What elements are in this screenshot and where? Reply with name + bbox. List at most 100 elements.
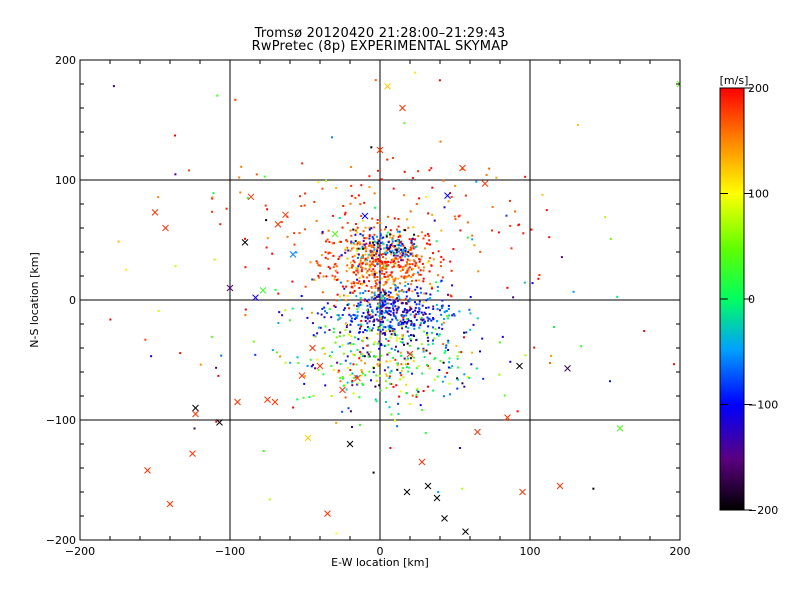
data-point: [402, 318, 405, 321]
data-point: [341, 226, 344, 229]
data-point: [369, 241, 372, 244]
data-point: [337, 371, 340, 374]
data-point: [398, 319, 401, 322]
data-point: [342, 309, 345, 311]
data-point: [424, 320, 426, 323]
data-point: [398, 337, 401, 340]
data-point: [398, 242, 400, 245]
data-point: [391, 258, 394, 261]
data-point: [367, 355, 370, 358]
data-point: [343, 287, 346, 290]
data-point: [463, 336, 465, 339]
data-point: [374, 79, 377, 82]
data-point: [346, 381, 349, 384]
data-point: [431, 331, 433, 334]
data-point: [424, 313, 427, 315]
data-point: [359, 292, 362, 295]
data-point: [375, 283, 378, 286]
data-point: [339, 363, 342, 365]
data-point: [409, 305, 412, 308]
data-point: [392, 301, 395, 304]
data-point: [374, 398, 377, 401]
data-point: [415, 279, 418, 282]
data-point: [390, 325, 393, 328]
data-point: [335, 279, 338, 281]
data-point: [328, 241, 331, 243]
data-point: [402, 290, 405, 293]
data-point: [329, 267, 332, 270]
data-point: [391, 237, 394, 240]
data-point: [510, 247, 513, 250]
data-point: [346, 303, 349, 306]
data-point: [375, 253, 378, 256]
data-point: [419, 258, 422, 261]
data-point: [393, 279, 396, 282]
data-point: [391, 242, 393, 245]
data-point: [394, 317, 397, 320]
x-marker: [339, 386, 346, 394]
x-marker: [403, 488, 411, 496]
data-point: [424, 234, 427, 237]
data-point: [408, 300, 411, 303]
data-point: [244, 237, 246, 240]
data-point: [445, 344, 448, 347]
data-point: [437, 491, 440, 494]
data-point: [418, 347, 421, 350]
data-point: [412, 334, 415, 337]
data-point: [365, 262, 368, 265]
data-point: [360, 270, 363, 273]
x-marker: [316, 362, 324, 370]
data-point: [360, 184, 363, 187]
data-point: [387, 264, 390, 267]
data-point: [435, 281, 438, 284]
data-point: [359, 259, 362, 262]
data-point: [425, 349, 428, 352]
data-point: [405, 325, 408, 328]
data-point: [417, 235, 420, 238]
data-point: [379, 232, 382, 235]
data-point: [342, 384, 345, 387]
data-point: [383, 273, 386, 276]
data-point: [403, 170, 406, 173]
data-point: [433, 358, 436, 361]
data-point: [370, 263, 373, 266]
data-point: [335, 336, 338, 339]
data-point: [354, 229, 357, 232]
data-point: [421, 318, 424, 321]
data-point: [321, 187, 324, 190]
data-point: [378, 374, 381, 377]
data-point: [338, 255, 341, 258]
data-point: [344, 396, 347, 399]
data-point: [337, 318, 340, 321]
data-point: [432, 305, 435, 308]
data-point: [392, 254, 395, 257]
data-point: [316, 312, 319, 315]
data-point: [383, 316, 386, 319]
data-point: [328, 354, 331, 357]
data-point: [397, 218, 400, 220]
data-point: [399, 354, 402, 357]
data-point: [401, 315, 404, 318]
data-point: [381, 267, 384, 270]
data-point: [376, 218, 379, 221]
data-point: [389, 360, 392, 363]
data-point: [389, 236, 392, 239]
data-point: [353, 354, 356, 357]
x-marker: [424, 482, 432, 490]
data-point: [357, 338, 360, 341]
data-point: [408, 274, 410, 277]
data-point: [366, 326, 369, 328]
data-point: [456, 355, 459, 358]
data-point: [392, 333, 395, 336]
data-point: [219, 223, 222, 226]
data-point: [289, 319, 292, 322]
data-point: [524, 175, 527, 178]
data-point: [380, 324, 383, 327]
data-point: [401, 268, 404, 271]
data-point: [385, 386, 388, 389]
data-point: [455, 345, 458, 347]
data-point: [394, 252, 396, 255]
data-point: [442, 179, 445, 182]
data-point: [495, 176, 498, 179]
data-point: [354, 196, 357, 199]
